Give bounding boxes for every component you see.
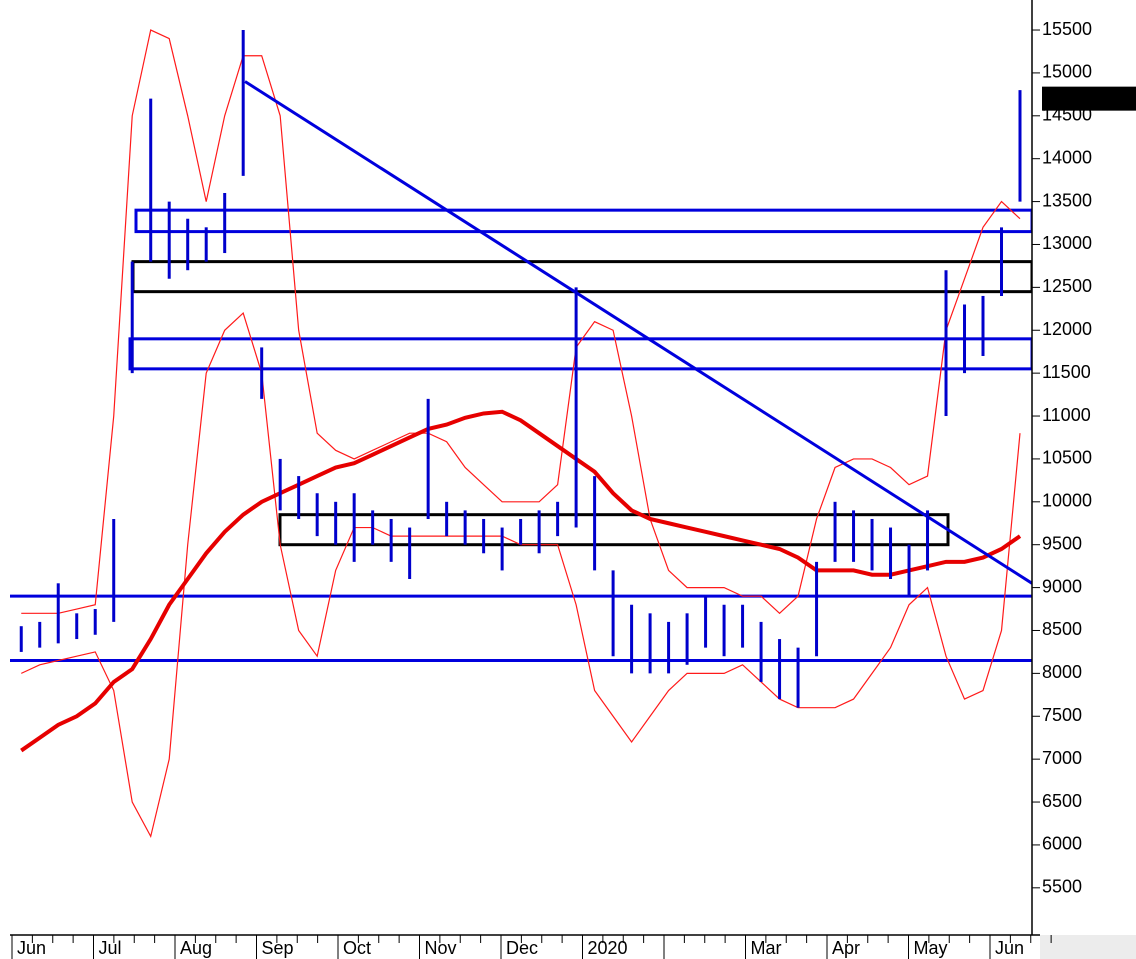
axis-panel xyxy=(1032,0,1136,935)
last-price-box xyxy=(1042,86,1136,111)
y-tick-label: 6000 xyxy=(1042,834,1082,854)
x-tick-label: May xyxy=(914,938,948,958)
y-tick-label: 7000 xyxy=(1042,748,1082,768)
y-tick-label: 8000 xyxy=(1042,662,1082,682)
y-tick-label: 13000 xyxy=(1042,233,1092,253)
upper-band xyxy=(21,29,1021,615)
y-tick-label: 6500 xyxy=(1042,791,1082,811)
y-tick-label: 14000 xyxy=(1042,147,1092,167)
x-tick-label: 2020 xyxy=(588,938,628,958)
x-tick-label: Nov xyxy=(425,938,457,958)
moving-average xyxy=(20,409,1022,753)
y-tick-label: 12000 xyxy=(1042,319,1092,339)
y-tick-label: 10500 xyxy=(1042,448,1092,468)
x-tick-label: Mar xyxy=(751,938,782,958)
last-price-label: 14700.00 xyxy=(1044,87,1119,107)
zone xyxy=(278,513,950,547)
x-tick-label: Oct xyxy=(343,938,371,958)
x-tick-label: Apr xyxy=(832,938,860,958)
y-tick-label: 8500 xyxy=(1042,619,1082,639)
x-axis-gray xyxy=(1040,935,1136,959)
y-tick-label: 9000 xyxy=(1042,576,1082,596)
x-tick-label: Jun xyxy=(17,938,46,958)
zone xyxy=(134,208,1034,234)
y-tick-label: 15000 xyxy=(1042,62,1092,82)
y-tick-label: 5500 xyxy=(1042,877,1082,897)
trendline xyxy=(244,80,1033,585)
y-tick-label: 11500 xyxy=(1042,362,1091,382)
x-axis-panel xyxy=(0,935,1136,959)
y-tick-label: 10000 xyxy=(1042,491,1092,511)
x-tick-label: Dec xyxy=(506,938,538,958)
y-tick-label: 11000 xyxy=(1042,405,1091,425)
y-tick-label: 13500 xyxy=(1042,190,1092,210)
x-tick-label: Jun xyxy=(995,938,1024,958)
zone xyxy=(131,260,1034,294)
x-tick-label: Aug xyxy=(180,938,212,958)
y-tick-label: 12500 xyxy=(1042,276,1092,296)
x-tick-label: Sep xyxy=(262,938,294,958)
zone xyxy=(128,337,1034,371)
y-tick-label: 15500 xyxy=(1042,19,1092,39)
y-tick-label: 9500 xyxy=(1042,533,1082,553)
y-tick-label: 7500 xyxy=(1042,705,1082,725)
lower-band xyxy=(20,312,1021,839)
x-tick-label: Jul xyxy=(99,938,122,958)
